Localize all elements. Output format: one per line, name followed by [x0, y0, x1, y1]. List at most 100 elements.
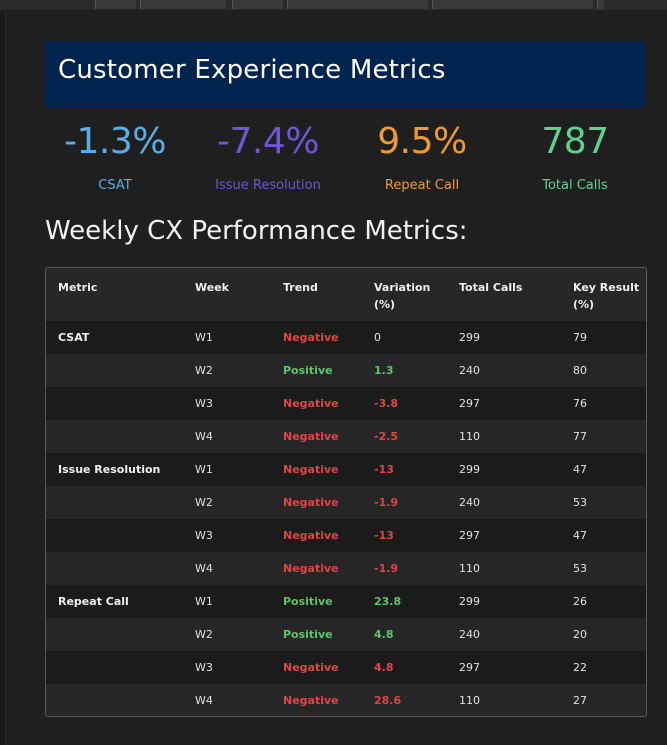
- cell-variation: -2.5: [374, 430, 399, 443]
- column-header-text: Metric: [58, 281, 98, 294]
- cell-metric: [46, 420, 183, 453]
- table-row: W2 Positive 4.8 240 20: [46, 618, 646, 651]
- column-header-variation[interactable]: Variation (%): [362, 268, 447, 321]
- cell-week: W4: [195, 430, 213, 443]
- cell-total-calls: 297: [459, 529, 480, 542]
- kpi-label: Issue Resolution: [215, 178, 321, 193]
- background-tab[interactable]: [232, 0, 283, 9]
- kpi-label: Repeat Call: [384, 178, 460, 193]
- table-row: W3 Negative 4.8 297 22: [46, 651, 646, 684]
- column-header-total-calls[interactable]: Total Calls: [447, 268, 561, 321]
- column-header-trend[interactable]: Trend: [271, 268, 362, 321]
- metrics-table: Metric Week Trend Variation (%) Total Cal…: [46, 268, 646, 716]
- cell-total-calls: 297: [459, 397, 480, 410]
- kpi-value: 9.5%: [377, 121, 467, 162]
- cell-key-result: 26: [573, 595, 587, 608]
- cell-trend: Negative: [283, 562, 339, 575]
- cell-week: W3: [195, 661, 213, 674]
- cell-variation: -1.9: [374, 496, 399, 509]
- cell-week: W1: [195, 331, 213, 344]
- cell-trend: Negative: [283, 430, 339, 443]
- column-header-text: Total Calls: [459, 281, 523, 294]
- cell-metric: Issue Resolution: [58, 463, 161, 476]
- cell-total-calls: 299: [459, 463, 480, 476]
- cell-metric: [46, 618, 183, 651]
- cell-key-result: 47: [573, 463, 587, 476]
- cell-variation: -1.9: [374, 562, 399, 575]
- cell-key-result: 22: [573, 661, 587, 674]
- table-row: W4 Negative 28.6 110 27: [46, 684, 646, 716]
- kpi-value: 787: [541, 121, 609, 162]
- kpi-issue-resolution: -7.4% Issue Resolution: [193, 120, 343, 193]
- cell-week: W4: [195, 694, 213, 707]
- cell-metric: [46, 486, 183, 519]
- cell-total-calls: 299: [459, 331, 480, 344]
- kpi-repeat-call: 9.5% Repeat Call: [347, 120, 497, 193]
- cell-week: W3: [195, 529, 213, 542]
- cell-trend: Negative: [283, 397, 339, 410]
- column-header-text: (%): [374, 298, 396, 311]
- background-tab[interactable]: [95, 0, 136, 9]
- cell-variation: -3.8: [374, 397, 399, 410]
- table-header-row: Metric Week Trend Variation (%) Total Cal…: [46, 268, 646, 321]
- table-row: W2 Negative -1.9 240 53: [46, 486, 646, 519]
- table-row: W4 Negative -2.5 110 77: [46, 420, 646, 453]
- cell-trend: Negative: [283, 496, 339, 509]
- cell-key-result: 27: [573, 694, 587, 707]
- cell-key-result: 20: [573, 628, 587, 641]
- cell-variation: -13: [374, 529, 394, 542]
- column-header-metric[interactable]: Metric: [46, 268, 183, 321]
- kpi-label: Total Calls: [542, 178, 608, 193]
- cell-variation: 28.6: [374, 694, 402, 707]
- cell-week: W1: [195, 463, 213, 476]
- cell-trend: Positive: [283, 595, 333, 608]
- table-row: CSAT W1 Negative 0 299 79: [46, 321, 646, 354]
- kpi-label: CSAT: [98, 178, 132, 193]
- cell-key-result: 53: [573, 496, 587, 509]
- table-row: Issue Resolution W1 Negative -13 299 47: [46, 453, 646, 486]
- cell-trend: Positive: [283, 364, 333, 377]
- cell-total-calls: 299: [459, 595, 480, 608]
- metrics-table-container: Metric Week Trend Variation (%) Total Cal…: [45, 267, 647, 717]
- table-row: W3 Negative -3.8 297 76: [46, 387, 646, 420]
- cell-week: W2: [195, 496, 213, 509]
- kpi-value: -1.3%: [64, 121, 166, 162]
- cell-week: W3: [195, 397, 213, 410]
- cell-metric: CSAT: [58, 331, 90, 344]
- background-tab[interactable]: [597, 0, 604, 9]
- table-row: W3 Negative -13 297 47: [46, 519, 646, 552]
- column-header-text: Variation: [374, 281, 431, 294]
- cell-trend: Positive: [283, 628, 333, 641]
- cell-variation: 23.8: [374, 595, 402, 608]
- cell-metric: [46, 552, 183, 585]
- kpi-total-calls: 787 Total Calls: [500, 120, 650, 193]
- cell-total-calls: 240: [459, 496, 480, 509]
- cell-trend: Negative: [283, 463, 339, 476]
- column-header-key-result[interactable]: Key Result (%): [561, 268, 646, 321]
- column-header-text: (%): [573, 298, 595, 311]
- cell-trend: Negative: [283, 661, 339, 674]
- table-row: W2 Positive 1.3 240 80: [46, 354, 646, 387]
- cell-total-calls: 110: [459, 694, 480, 707]
- background-tab[interactable]: [287, 0, 428, 9]
- column-header-text: Trend: [283, 281, 318, 294]
- cell-key-result: 79: [573, 331, 587, 344]
- cell-trend: Negative: [283, 331, 339, 344]
- cell-metric: Repeat Call: [58, 595, 129, 608]
- cell-total-calls: 297: [459, 661, 480, 674]
- background-tab[interactable]: [432, 0, 593, 9]
- background-tab[interactable]: [140, 0, 226, 9]
- page-title: Customer Experience Metrics: [58, 55, 446, 85]
- column-header-text: Week: [195, 281, 229, 294]
- cell-trend: Negative: [283, 694, 339, 707]
- cell-metric: [46, 519, 183, 552]
- cell-key-result: 47: [573, 529, 587, 542]
- window-top-strip: [0, 0, 667, 10]
- cell-variation: -13: [374, 463, 394, 476]
- cell-total-calls: 240: [459, 364, 480, 377]
- column-header-week[interactable]: Week: [183, 268, 271, 321]
- cell-metric: [46, 684, 183, 716]
- cell-metric: [46, 354, 183, 387]
- column-header-text: Key Result: [573, 281, 640, 294]
- cell-week: W2: [195, 628, 213, 641]
